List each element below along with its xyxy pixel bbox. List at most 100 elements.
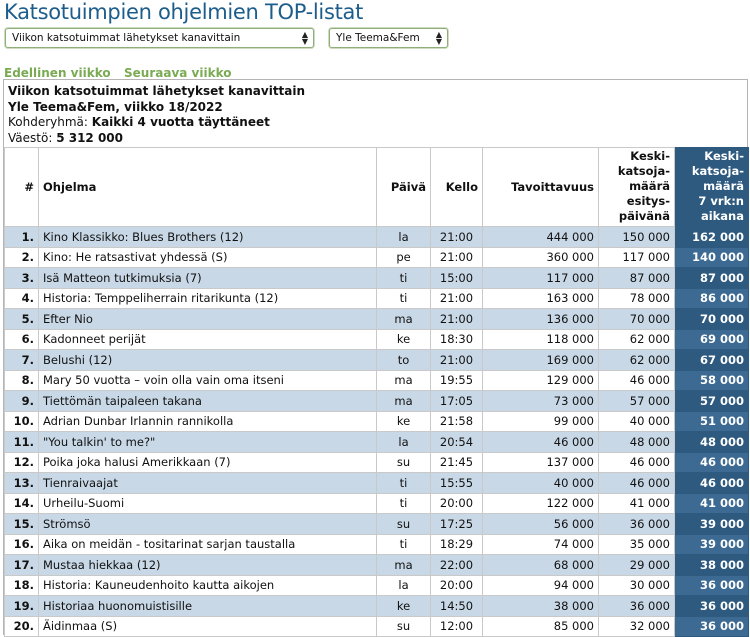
avg-day-cell: 35 000 <box>598 533 675 555</box>
time-cell: 18:30 <box>430 328 483 350</box>
program-cell: Adrian Dunbar Irlannin rannikolla <box>38 410 377 432</box>
program-cell: Tienraivaajat <box>38 472 377 494</box>
avg-day-cell: 46 000 <box>598 369 675 391</box>
col-rank-header: # <box>4 147 39 227</box>
time-cell: 21:00 <box>430 246 483 268</box>
reach-cell: 38 000 <box>482 595 599 617</box>
time-cell: 17:25 <box>430 513 483 535</box>
table-row: 18. Historia: Kauneudenhoito kautta aikoj… <box>4 574 749 596</box>
rank-cell: 10. <box>4 410 39 432</box>
day-cell: ma <box>376 369 431 391</box>
rank-cell: 19. <box>4 595 39 617</box>
avg-7d-cell: 39 000 <box>674 533 749 555</box>
day-cell: la <box>376 226 431 248</box>
time-cell: 18:29 <box>430 533 483 555</box>
avg-7d-cell: 51 000 <box>674 410 749 432</box>
avg-7d-cell: 58 000 <box>674 369 749 391</box>
rank-cell: 6. <box>4 328 39 350</box>
program-cell: Aika on meidän - tositarinat sarjan taus… <box>38 533 377 555</box>
avg-day-cell: 36 000 <box>598 595 675 617</box>
avg-7d-cell: 36 000 <box>674 615 749 637</box>
day-cell: pe <box>376 246 431 268</box>
select-arrows-icon: ▲ ▼ <box>435 30 442 46</box>
table-row: 1. Kino Klassikko: Blues Brothers (12) la 2… <box>4 226 749 248</box>
avg-day-cell: 62 000 <box>598 349 675 371</box>
day-cell: ke <box>376 410 431 432</box>
table-row: 5. Efter Nio ma 21:00 136 000 70 000 70 000 <box>4 308 749 330</box>
day-cell: su <box>376 451 431 473</box>
time-cell: 20:00 <box>430 492 483 514</box>
program-cell: Strömsö <box>38 513 377 535</box>
table-row: 15. Strömsö su 17:25 56 000 36 000 39 000 <box>4 513 749 535</box>
avg-7d-cell: 41 000 <box>674 492 749 514</box>
table-row: 19. Historiaa huonomuistisille ke 14:50 38 0… <box>4 595 749 617</box>
reach-cell: 137 000 <box>482 451 599 473</box>
header-line: aikana <box>700 209 744 223</box>
header-line: Keski- <box>630 149 670 163</box>
time-cell: 21:00 <box>430 226 483 248</box>
day-cell: ma <box>376 308 431 330</box>
day-cell: ti <box>376 533 431 555</box>
table-row: 4. Historia: Temppeliherrain ritarikunta … <box>4 287 749 309</box>
reach-cell: 444 000 <box>482 226 599 248</box>
avg-day-cell: 70 000 <box>598 308 675 330</box>
header-line: 7 vrk:n <box>698 194 744 208</box>
time-cell: 21:00 <box>430 308 483 330</box>
rank-cell: 11. <box>4 431 39 453</box>
program-cell: Poika joka halusi Amerikkaan (7) <box>38 451 377 473</box>
reach-cell: 56 000 <box>482 513 599 535</box>
avg-7d-cell: 46 000 <box>674 451 749 473</box>
program-cell: Historia: Temppeliherrain ritarikunta (1… <box>38 287 377 309</box>
table-row: 14. Urheilu-Suomi ti 20:00 122 000 41 000 41 0… <box>4 492 749 514</box>
avg-day-cell: 117 000 <box>598 246 675 268</box>
rank-cell: 13. <box>4 472 39 494</box>
avg-day-cell: 29 000 <box>598 554 675 576</box>
channel-select[interactable]: Yle Teema&Fem ▲ ▼ <box>329 28 448 48</box>
day-cell: ti <box>376 492 431 514</box>
avg-day-cell: 32 000 <box>598 615 675 637</box>
rank-cell: 3. <box>4 267 39 289</box>
header-line: Keski- <box>704 149 744 163</box>
reach-cell: 360 000 <box>482 246 599 268</box>
program-cell: Kino: He ratsastivat yhdessä (S) <box>38 246 377 268</box>
day-cell: ti <box>376 267 431 289</box>
program-cell: Efter Nio <box>38 308 377 330</box>
previous-week-link[interactable]: Edellinen viikko <box>4 66 111 80</box>
time-cell: 20:54 <box>430 431 483 453</box>
table-header-row: # Ohjelma Päivä Kello Tavoittavuus Keski… <box>4 147 749 227</box>
col-avg-7d-header: Keski-katsoja-määrä 7 vrk:n aikana <box>674 147 749 227</box>
avg-7d-cell: 46 000 <box>674 472 749 494</box>
avg-day-cell: 40 000 <box>598 410 675 432</box>
reach-cell: 136 000 <box>482 308 599 330</box>
reach-cell: 169 000 <box>482 349 599 371</box>
avg-7d-cell: 140 000 <box>674 246 749 268</box>
target-group-value: Kaikki 4 vuotta täyttäneet <box>91 115 270 129</box>
list-type-select[interactable]: Viikon katsotuimmat lähetykset kanavitta… <box>5 28 314 48</box>
reach-cell: 74 000 <box>482 533 599 555</box>
rank-cell: 9. <box>4 390 39 412</box>
program-cell: Mustaa hiekkaa (12) <box>38 554 377 576</box>
table-row: 7. Belushi (12) to 21:00 169 000 62 000 67 000 <box>4 349 749 371</box>
top-list-table: # Ohjelma Päivä Kello Tavoittavuus Keski… <box>4 147 749 637</box>
avg-day-cell: 150 000 <box>598 226 675 248</box>
next-week-link[interactable]: Seuraava viikko <box>124 66 232 80</box>
header-line: määrä <box>629 179 670 193</box>
table-row: 12. Poika joka halusi Amerikkaan (7) su 21:… <box>4 451 749 473</box>
day-cell: su <box>376 513 431 535</box>
rank-cell: 5. <box>4 308 39 330</box>
list-heading: Viikon katsotuimmat lähetykset kanavitta… <box>8 84 306 98</box>
day-cell: la <box>376 574 431 596</box>
time-cell: 14:50 <box>430 595 483 617</box>
program-cell: Belushi (12) <box>38 349 377 371</box>
avg-7d-cell: 36 000 <box>674 574 749 596</box>
day-cell: ti <box>376 472 431 494</box>
reach-cell: 85 000 <box>482 615 599 637</box>
day-cell: ke <box>376 328 431 350</box>
avg-day-cell: 41 000 <box>598 492 675 514</box>
results-panel: Viikon katsotuimmat lähetykset kanavitta… <box>3 79 749 637</box>
avg-7d-cell: 67 000 <box>674 349 749 371</box>
avg-day-cell: 36 000 <box>598 513 675 535</box>
target-group-label: Kohderyhmä: <box>8 115 88 129</box>
col-reach-header: Tavoittavuus <box>482 147 599 227</box>
table-row: 3. Isä Matteon tutkimuksia (7) ti 15:00 117 … <box>4 267 749 289</box>
